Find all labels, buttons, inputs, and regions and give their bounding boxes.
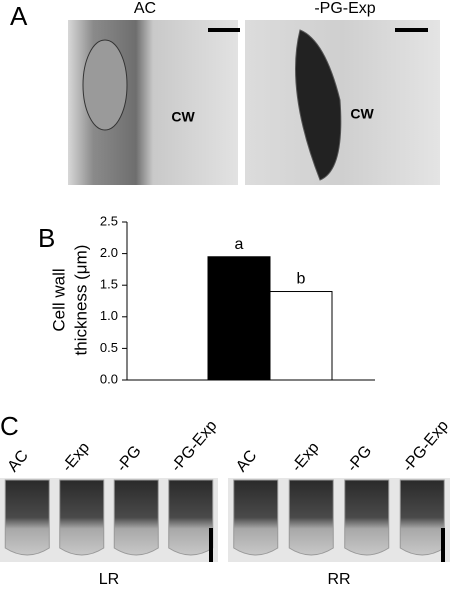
tube — [113, 479, 159, 556]
bar — [207, 256, 271, 381]
y-tick-label: 2.0 — [100, 245, 118, 260]
tube-label: -Exp — [59, 439, 93, 475]
y-tick-label: 2.5 — [100, 213, 118, 228]
panel-a: A AC -PG-Exp CW CW — [10, 0, 440, 185]
scale-bar — [208, 28, 240, 32]
group-label: LR — [99, 571, 119, 588]
image-title: AC — [134, 0, 156, 17]
tube-label: -PG — [114, 443, 145, 476]
annotation: b — [297, 271, 306, 288]
scale-bar — [395, 28, 428, 32]
tube — [168, 479, 214, 556]
panel-c: C AC -Exp -PG -PG-Exp LR AC -Exp -PG -PG-Exp RR — [0, 411, 452, 588]
y-axis-label: Cell wall — [49, 268, 68, 331]
panel-label: C — [0, 411, 19, 441]
y-tick-label: 1.0 — [100, 308, 118, 323]
tube-label: -PG-Exp — [168, 417, 221, 475]
image-title: -PG-Exp — [314, 0, 375, 17]
tube-label: -PG-Exp — [400, 417, 453, 475]
y-tick-label: 1.5 — [100, 277, 118, 292]
y-tick-label: 0.0 — [100, 371, 118, 386]
panel-label: A — [10, 1, 28, 31]
tube-label: -Exp — [289, 439, 323, 475]
tube — [344, 479, 390, 556]
annotation: CW — [350, 106, 374, 122]
tube — [399, 479, 445, 556]
scale-bar — [209, 528, 213, 562]
annotation: a — [235, 236, 244, 253]
tube-label: -PG — [344, 443, 375, 476]
tube-label: AC — [233, 447, 260, 475]
tube-label: AC — [5, 447, 32, 475]
panel-b: B Cell wall thickness (μm) 0.0 0.5 1.0 1.5 2… — [38, 213, 375, 386]
annotation: CW — [171, 109, 195, 125]
scale-bar — [441, 528, 445, 562]
bar — [269, 291, 333, 381]
organelle — [82, 39, 128, 131]
tube — [4, 479, 50, 556]
tube — [59, 479, 105, 556]
panel-label: B — [38, 223, 55, 253]
tube — [233, 479, 279, 556]
cell — [295, 29, 342, 181]
group-label: RR — [327, 571, 350, 588]
y-axis-label: thickness (μm) — [71, 245, 90, 356]
y-tick-label: 0.5 — [100, 340, 118, 355]
tube — [288, 479, 334, 556]
micrograph — [245, 20, 440, 185]
